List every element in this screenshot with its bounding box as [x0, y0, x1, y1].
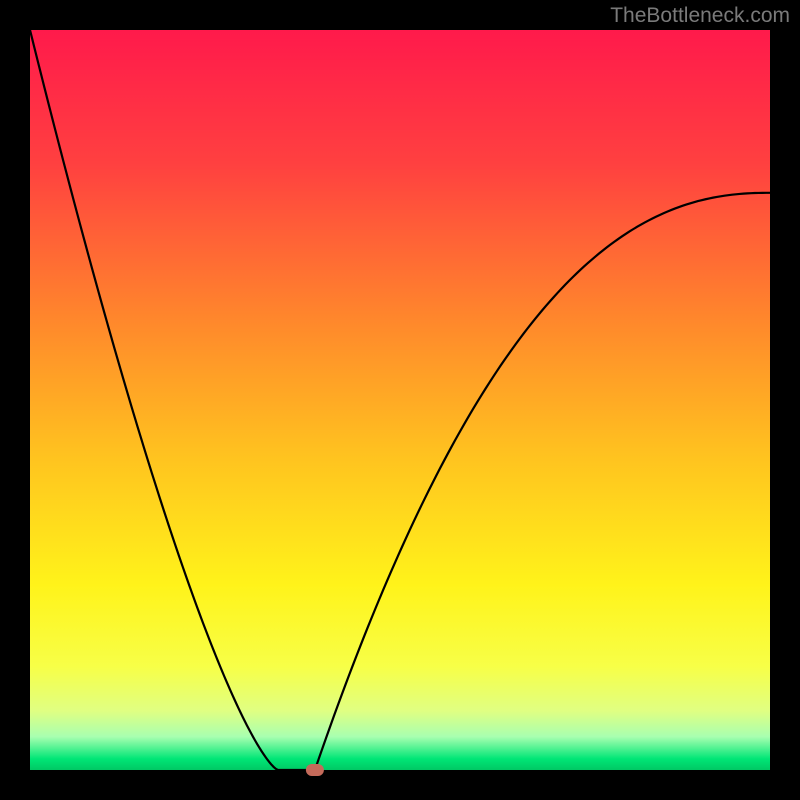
bottleneck-chart: [0, 0, 800, 800]
optimum-marker: [306, 764, 324, 776]
chart-plot-area: [30, 30, 770, 770]
watermark-text: TheBottleneck.com: [610, 4, 790, 28]
chart-container: TheBottleneck.com: [0, 0, 800, 800]
